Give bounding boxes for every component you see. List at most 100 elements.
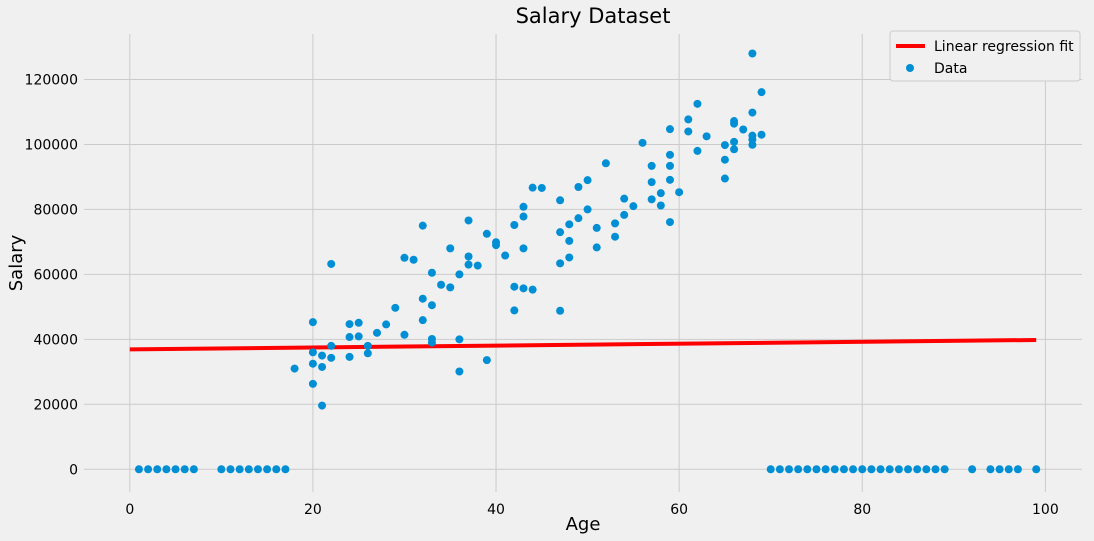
data-point bbox=[327, 353, 336, 362]
data-point bbox=[601, 159, 610, 168]
data-point bbox=[565, 253, 574, 262]
data-point bbox=[345, 352, 354, 361]
data-point bbox=[519, 212, 528, 221]
data-point bbox=[272, 465, 281, 474]
data-point bbox=[574, 214, 583, 223]
data-point bbox=[153, 465, 162, 474]
data-point bbox=[501, 251, 510, 260]
data-point bbox=[226, 465, 235, 474]
data-point bbox=[327, 341, 336, 350]
data-point bbox=[684, 127, 693, 136]
data-point bbox=[427, 338, 436, 347]
data-point bbox=[464, 252, 473, 261]
tick-labels: 0 20 40 60 80 100 0 20000 40000 60000 80000 100000 1… bbox=[25, 72, 1059, 518]
data-point bbox=[437, 280, 446, 289]
data-point bbox=[867, 465, 876, 474]
x-tick-label: 20 bbox=[304, 502, 322, 518]
data-point bbox=[757, 130, 766, 139]
data-point bbox=[382, 320, 391, 329]
data-point bbox=[849, 465, 858, 474]
data-point bbox=[684, 115, 693, 124]
data-point bbox=[986, 465, 995, 474]
data-point bbox=[730, 145, 739, 154]
data-point bbox=[720, 155, 729, 164]
data-point bbox=[473, 261, 482, 270]
data-point bbox=[235, 465, 244, 474]
data-point bbox=[281, 465, 290, 474]
data-point bbox=[556, 259, 565, 268]
data-point bbox=[766, 465, 775, 474]
data-point bbox=[739, 125, 748, 134]
data-point bbox=[839, 465, 848, 474]
legend-label-data: Data bbox=[934, 61, 967, 77]
data-point bbox=[730, 119, 739, 128]
data-point bbox=[308, 359, 317, 368]
data-point bbox=[1032, 465, 1041, 474]
data-point bbox=[665, 175, 674, 184]
data-point bbox=[775, 465, 784, 474]
data-point bbox=[757, 88, 766, 97]
data-point bbox=[730, 137, 739, 146]
data-point bbox=[372, 328, 381, 337]
y-tick-label: 120000 bbox=[25, 72, 78, 88]
data-point bbox=[592, 223, 601, 232]
y-tick-label: 100000 bbox=[25, 137, 78, 153]
data-point bbox=[455, 270, 464, 279]
data-point bbox=[904, 465, 913, 474]
data-point bbox=[785, 465, 794, 474]
data-point bbox=[592, 243, 601, 252]
data-point bbox=[556, 306, 565, 315]
data-point bbox=[363, 349, 372, 358]
data-point bbox=[748, 140, 757, 149]
legend-box bbox=[889, 30, 1081, 82]
data-point bbox=[794, 465, 803, 474]
data-point bbox=[830, 465, 839, 474]
data-point bbox=[665, 125, 674, 134]
data-point bbox=[446, 244, 455, 253]
data-point bbox=[583, 176, 592, 185]
data-point bbox=[647, 161, 656, 170]
data-point bbox=[134, 465, 143, 474]
data-point bbox=[675, 188, 684, 197]
data-point bbox=[693, 99, 702, 108]
data-point bbox=[418, 316, 427, 325]
data-point bbox=[290, 364, 299, 373]
data-point bbox=[629, 202, 638, 211]
chart-title: Salary Dataset bbox=[516, 4, 671, 28]
data-point bbox=[931, 465, 940, 474]
data-point bbox=[400, 330, 409, 339]
data-point bbox=[327, 259, 336, 268]
data-point bbox=[180, 465, 189, 474]
data-point bbox=[556, 196, 565, 205]
data-point bbox=[308, 379, 317, 388]
data-point bbox=[418, 221, 427, 230]
data-point bbox=[482, 356, 491, 365]
data-point bbox=[556, 228, 565, 237]
data-point bbox=[1013, 465, 1022, 474]
x-tick-label: 80 bbox=[853, 502, 871, 518]
data-point bbox=[455, 335, 464, 344]
data-point bbox=[162, 465, 171, 474]
data-point bbox=[821, 465, 830, 474]
data-point bbox=[611, 232, 620, 241]
data-point bbox=[638, 138, 647, 147]
y-tick-label: 60000 bbox=[33, 267, 78, 283]
data-point bbox=[482, 229, 491, 238]
data-point bbox=[647, 195, 656, 204]
plot-marks bbox=[129, 49, 1041, 474]
data-point bbox=[409, 255, 418, 264]
data-point bbox=[574, 182, 583, 191]
regression-line bbox=[129, 337, 1037, 352]
data-point bbox=[812, 465, 821, 474]
data-point bbox=[345, 333, 354, 342]
data-point bbox=[519, 202, 528, 211]
data-point bbox=[665, 218, 674, 227]
data-point bbox=[464, 260, 473, 269]
data-point bbox=[318, 401, 327, 410]
data-point bbox=[693, 146, 702, 155]
data-point bbox=[858, 465, 867, 474]
data-point bbox=[217, 465, 226, 474]
data-point bbox=[144, 465, 153, 474]
data-point bbox=[418, 294, 427, 303]
